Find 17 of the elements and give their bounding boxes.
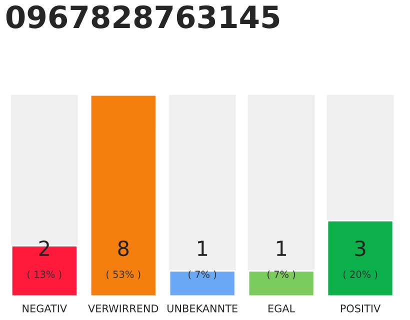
- x-tick-label: NEGATIV: [22, 304, 67, 312]
- annotation: ( 7% ): [268, 270, 296, 280]
- bar: [248, 270, 315, 296]
- x-tick-label: EGAL: [268, 304, 296, 312]
- annotation: ( 13% ): [28, 270, 62, 280]
- annotation: ( 53% ): [106, 270, 140, 280]
- x-tick-label: POSITIV: [340, 304, 381, 312]
- bar: [168, 270, 236, 296]
- data-label: 1: [276, 240, 286, 256]
- x-tick-label: VERWIRREND: [88, 304, 158, 312]
- annotation: ( 20% ): [343, 270, 378, 280]
- data-label: 8: [118, 240, 129, 256]
- data-label: 3: [355, 240, 366, 256]
- chart-title: 0967828763145: [6, 5, 280, 28]
- data-label: 1: [198, 240, 208, 256]
- annotation: ( 7% ): [188, 270, 216, 280]
- x-tick-label: UNBEKANNTE: [168, 304, 238, 312]
